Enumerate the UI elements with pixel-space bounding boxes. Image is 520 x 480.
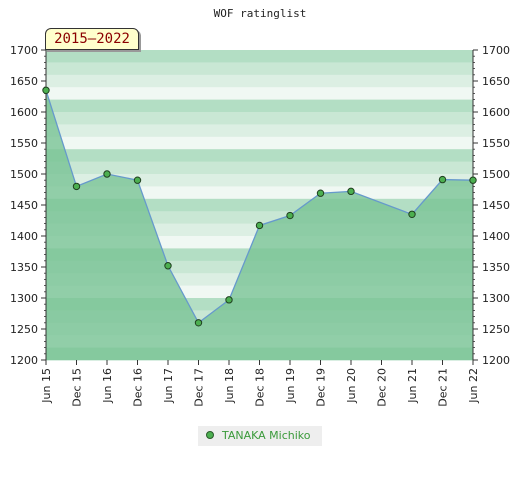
x-tick-label: Jun 18 — [223, 368, 236, 404]
x-tick-label: Jun 17 — [162, 368, 175, 404]
y-tick-label-left: 1650 — [10, 75, 38, 88]
x-tick-label: Dec 16 — [132, 368, 145, 407]
data-point — [438, 175, 447, 184]
period-badge: 2015–2022 — [45, 28, 139, 50]
background-band — [46, 161, 473, 175]
background-band — [46, 50, 473, 63]
background-band — [46, 149, 473, 163]
data-point — [164, 262, 172, 270]
data-point — [316, 189, 325, 197]
x-tick-label: Dec 21 — [437, 368, 450, 407]
y-tick-label-right: 1700 — [482, 44, 510, 57]
y-tick-label-right: 1400 — [482, 230, 510, 243]
background-band — [46, 186, 473, 200]
y-tick-label-left: 1400 — [10, 230, 38, 243]
data-point — [225, 296, 233, 304]
y-tick-label-right: 1550 — [482, 137, 510, 150]
y-tick-label-left: 1600 — [10, 106, 38, 119]
data-point — [103, 170, 111, 178]
legend-label: TANAKA Michiko — [222, 429, 311, 442]
y-tick-label-right: 1600 — [482, 106, 510, 119]
y-tick-label-right: 1200 — [482, 354, 510, 367]
data-point — [42, 86, 50, 95]
x-tick-label: Dec 19 — [315, 368, 328, 407]
series-line — [45, 90, 474, 324]
y-tick-label-right: 1500 — [482, 168, 510, 181]
y-tick-label-right: 1650 — [482, 75, 510, 88]
y-tick-label-left: 1250 — [10, 323, 38, 336]
x-tick-label: Dec 15 — [71, 368, 84, 407]
x-tick-label: Jun 20 — [345, 368, 358, 404]
axes: 1200 1200 1250 1250 1300 1300 1350 1350 1400 1400… — [10, 44, 510, 407]
rating-area — [45, 90, 474, 361]
y-tick-label-right: 1350 — [482, 261, 510, 274]
background-band — [46, 74, 473, 88]
background-band — [46, 87, 473, 101]
y-tick-label-left: 1350 — [10, 261, 38, 274]
x-tick-label: Dec 17 — [193, 368, 206, 407]
area-fill — [46, 90, 473, 361]
y-tick-label-right: 1250 — [482, 323, 510, 336]
x-tick-label: Jun 15 — [40, 368, 53, 404]
legend-marker-icon — [206, 431, 214, 439]
chart-title: WOF ratinglist — [214, 7, 307, 20]
background-band — [46, 136, 473, 150]
x-tick-label: Jun 19 — [284, 368, 297, 404]
x-tick-label: Jun 16 — [101, 368, 114, 404]
y-tick-label-left: 1300 — [10, 292, 38, 305]
data-markers — [42, 86, 477, 327]
data-point — [408, 210, 416, 219]
data-point — [72, 182, 81, 191]
x-tick-label: Dec 18 — [254, 368, 267, 407]
x-tick-label: Dec 20 — [376, 368, 389, 407]
background-band — [46, 174, 473, 187]
background-band — [46, 99, 473, 113]
background-band — [46, 112, 473, 125]
y-tick-label-left: 1200 — [10, 354, 38, 367]
legend[interactable]: TANAKA Michiko — [198, 426, 322, 446]
data-point — [286, 211, 294, 220]
background-band — [46, 62, 473, 76]
y-tick-label-left: 1500 — [10, 168, 38, 181]
y-tick-label-right: 1450 — [482, 199, 510, 212]
y-tick-label-left: 1700 — [10, 44, 38, 57]
data-point — [347, 187, 355, 196]
y-tick-label-left: 1550 — [10, 137, 38, 150]
x-tick-label: Jun 22 — [467, 368, 480, 404]
data-point — [133, 176, 142, 184]
x-tick-label: Jun 21 — [406, 368, 419, 404]
y-tick-label-left: 1450 — [10, 199, 38, 212]
data-point — [469, 176, 477, 184]
y-tick-label-right: 1300 — [482, 292, 510, 305]
data-point — [255, 221, 264, 230]
data-point — [194, 319, 203, 327]
background-band — [46, 124, 473, 138]
